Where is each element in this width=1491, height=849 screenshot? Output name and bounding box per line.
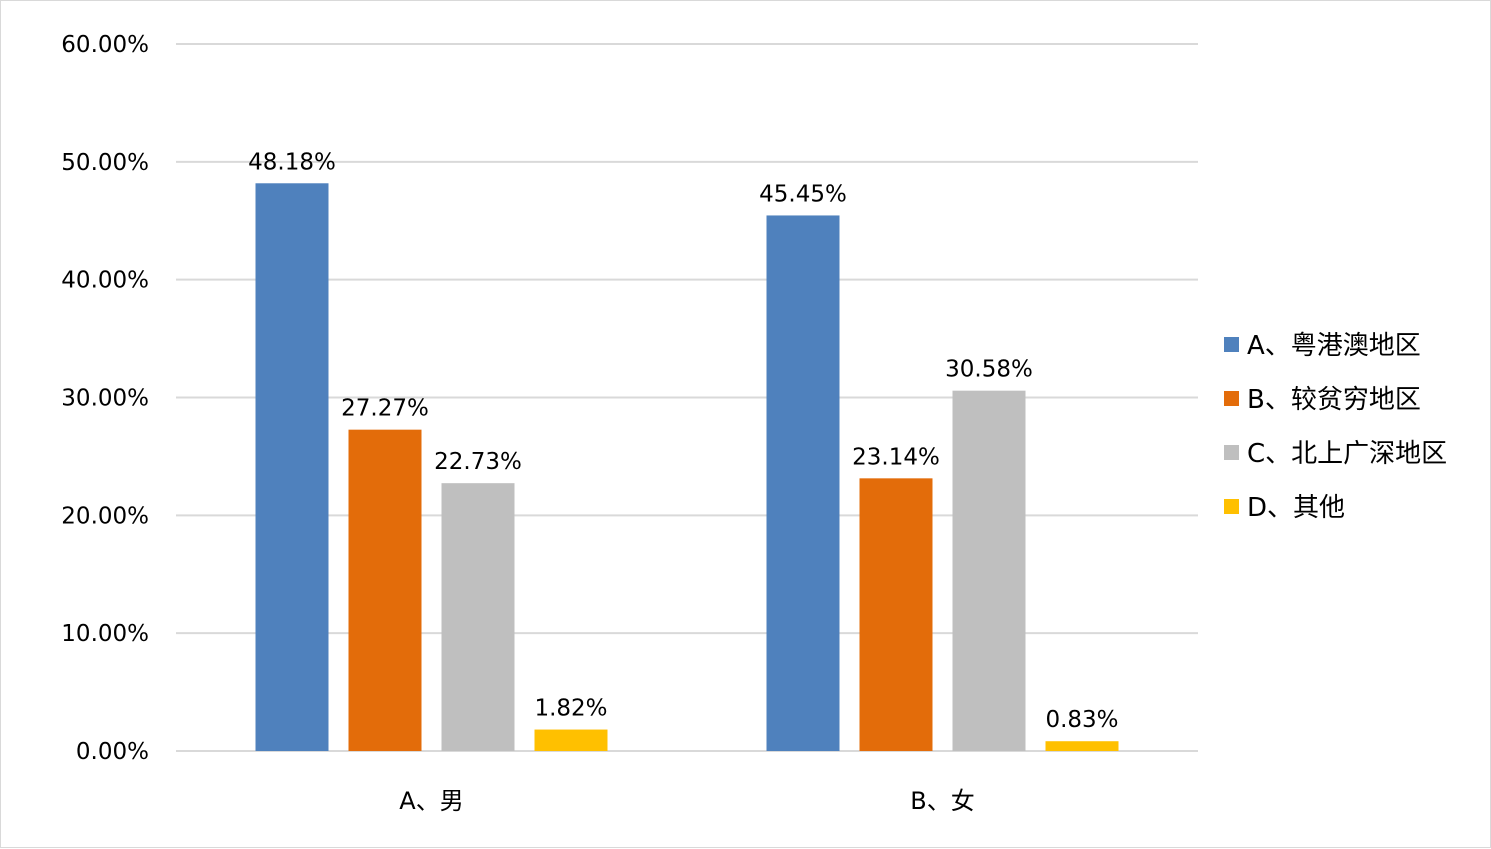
y-tick-label: 60.00% [61, 32, 149, 58]
y-tick-label: 0.00% [76, 739, 149, 765]
legend-swatch [1224, 391, 1239, 406]
bar-3-2 [952, 390, 1026, 751]
legend-label: B、较贫穷地区 [1247, 385, 1421, 415]
data-label: 30.58% [945, 357, 1033, 383]
bar-1-1 [255, 183, 329, 752]
data-label: 48.18% [248, 149, 336, 175]
legend-swatch [1224, 499, 1239, 514]
bar-2-1 [348, 429, 422, 751]
data-label: 27.27% [341, 396, 429, 422]
bar-2-2 [859, 478, 933, 751]
y-tick-label: 50.00% [61, 150, 149, 176]
y-tick-label: 40.00% [61, 268, 149, 294]
bar-4-2 [1045, 741, 1119, 751]
data-label: 0.83% [1045, 707, 1118, 733]
legend-label: C、北上广深地区 [1247, 439, 1447, 469]
legend-label: D、其他 [1247, 493, 1345, 523]
y-tick-label: 20.00% [61, 503, 149, 529]
data-label: 1.82% [534, 696, 607, 722]
bar-3-1 [441, 483, 515, 751]
bar-1-2 [766, 215, 840, 751]
x-category-label: B、女 [910, 787, 974, 815]
y-tick-label: 30.00% [61, 386, 149, 412]
data-label: 23.14% [852, 444, 940, 470]
x-category-label: A、男 [399, 787, 463, 815]
legend-label: A、粤港澳地区 [1247, 331, 1421, 361]
y-tick-label: 10.00% [61, 621, 149, 647]
bar-4-1 [534, 729, 608, 751]
legend-swatch [1224, 337, 1239, 352]
legend-swatch [1224, 445, 1239, 460]
data-label: 45.45% [759, 181, 847, 207]
data-label: 22.73% [434, 449, 522, 475]
